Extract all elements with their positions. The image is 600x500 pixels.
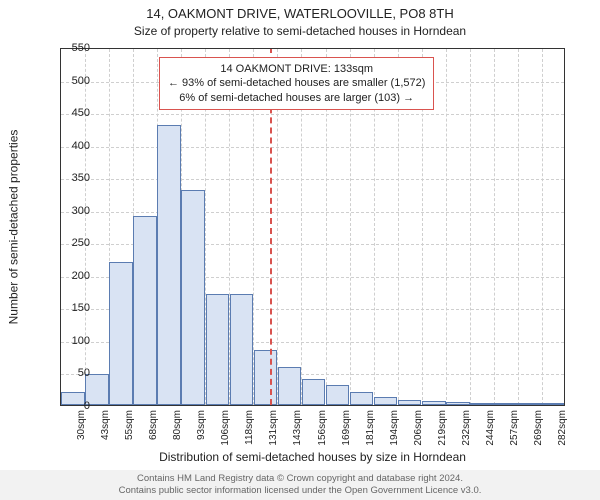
chart-title: 14, OAKMONT DRIVE, WATERLOOVILLE, PO8 8T… (0, 0, 600, 22)
x-tick-label: 80sqm (172, 410, 183, 440)
y-tick-label: 350 (60, 172, 90, 184)
callout-line-3: 6% of semi-detached houses are larger (1… (168, 91, 425, 105)
gridline-vertical (470, 49, 471, 405)
gridline-vertical (518, 49, 519, 405)
y-tick-label: 100 (60, 335, 90, 347)
x-tick-label: 244sqm (485, 410, 496, 446)
gridline-vertical (494, 49, 495, 405)
y-tick-label: 200 (60, 270, 90, 282)
gridline-horizontal (61, 147, 564, 148)
y-tick-label: 300 (60, 205, 90, 217)
x-tick-label: 93sqm (196, 410, 207, 440)
x-axis-label: Distribution of semi-detached houses by … (60, 450, 565, 464)
x-tick-label: 143sqm (292, 410, 303, 446)
histogram-bar (350, 392, 374, 405)
gridline-horizontal (61, 114, 564, 115)
gridline-vertical (446, 49, 447, 405)
chart-container: 14, OAKMONT DRIVE, WATERLOOVILLE, PO8 8T… (0, 0, 600, 500)
x-tick-label: 68sqm (148, 410, 159, 440)
chart-area: 14 OAKMONT DRIVE: 133sqm← 93% of semi-de… (60, 48, 565, 406)
x-tick-label: 257sqm (509, 410, 520, 446)
x-tick-label: 169sqm (341, 410, 352, 446)
y-tick-label: 250 (60, 237, 90, 249)
plot-region: 14 OAKMONT DRIVE: 133sqm← 93% of semi-de… (60, 48, 565, 406)
y-tick-label: 150 (60, 302, 90, 314)
x-tick-label: 206sqm (413, 410, 424, 446)
histogram-bar (278, 367, 302, 405)
x-tick-label: 269sqm (533, 410, 544, 446)
histogram-bar (518, 403, 542, 405)
y-tick-label: 400 (60, 140, 90, 152)
histogram-bar (157, 125, 181, 405)
histogram-bar (446, 402, 470, 405)
histogram-bar (254, 350, 278, 405)
y-axis-label: Number of semi-detached properties (6, 48, 20, 406)
histogram-bar (422, 401, 446, 405)
callout-line-1: 14 OAKMONT DRIVE: 133sqm (168, 62, 425, 76)
histogram-bar (133, 216, 157, 405)
x-tick-label: 181sqm (365, 410, 376, 446)
gridline-horizontal (61, 212, 564, 213)
gridline-vertical (85, 49, 86, 405)
x-tick-label: 131sqm (268, 410, 279, 446)
x-tick-label: 55sqm (124, 410, 135, 440)
histogram-bar (326, 385, 350, 405)
histogram-bar (230, 294, 254, 405)
histogram-bar (398, 400, 422, 405)
footer-attribution: Contains HM Land Registry data © Crown c… (0, 470, 600, 500)
x-tick-label: 219sqm (437, 410, 448, 446)
x-tick-label: 106sqm (220, 410, 231, 446)
histogram-bar (374, 397, 398, 405)
property-callout: 14 OAKMONT DRIVE: 133sqm← 93% of semi-de… (159, 57, 434, 110)
x-tick-label: 43sqm (100, 410, 111, 440)
histogram-bar (302, 379, 326, 405)
x-tick-label: 232sqm (461, 410, 472, 446)
x-tick-label: 118sqm (244, 410, 255, 445)
y-tick-label: 500 (60, 75, 90, 87)
footer-line-1: Contains HM Land Registry data © Crown c… (0, 473, 600, 484)
x-tick-label: 30sqm (76, 410, 87, 440)
chart-subtitle: Size of property relative to semi-detach… (0, 22, 600, 42)
callout-line-2: ← 93% of semi-detached houses are smalle… (168, 76, 425, 90)
gridline-vertical (542, 49, 543, 405)
y-tick-label: 550 (60, 42, 90, 54)
x-tick-label: 156sqm (317, 410, 328, 446)
histogram-bar (542, 403, 565, 405)
x-tick-label: 282sqm (557, 410, 568, 446)
histogram-bar (470, 403, 494, 405)
footer-line-2: Contains public sector information licen… (0, 485, 600, 496)
x-tick-label: 194sqm (389, 410, 400, 446)
histogram-bar (181, 190, 205, 405)
y-tick-label: 50 (60, 367, 90, 379)
gridline-horizontal (61, 179, 564, 180)
histogram-bar (109, 262, 133, 405)
histogram-bar (494, 403, 518, 405)
histogram-bar (206, 294, 230, 405)
y-tick-label: 450 (60, 107, 90, 119)
